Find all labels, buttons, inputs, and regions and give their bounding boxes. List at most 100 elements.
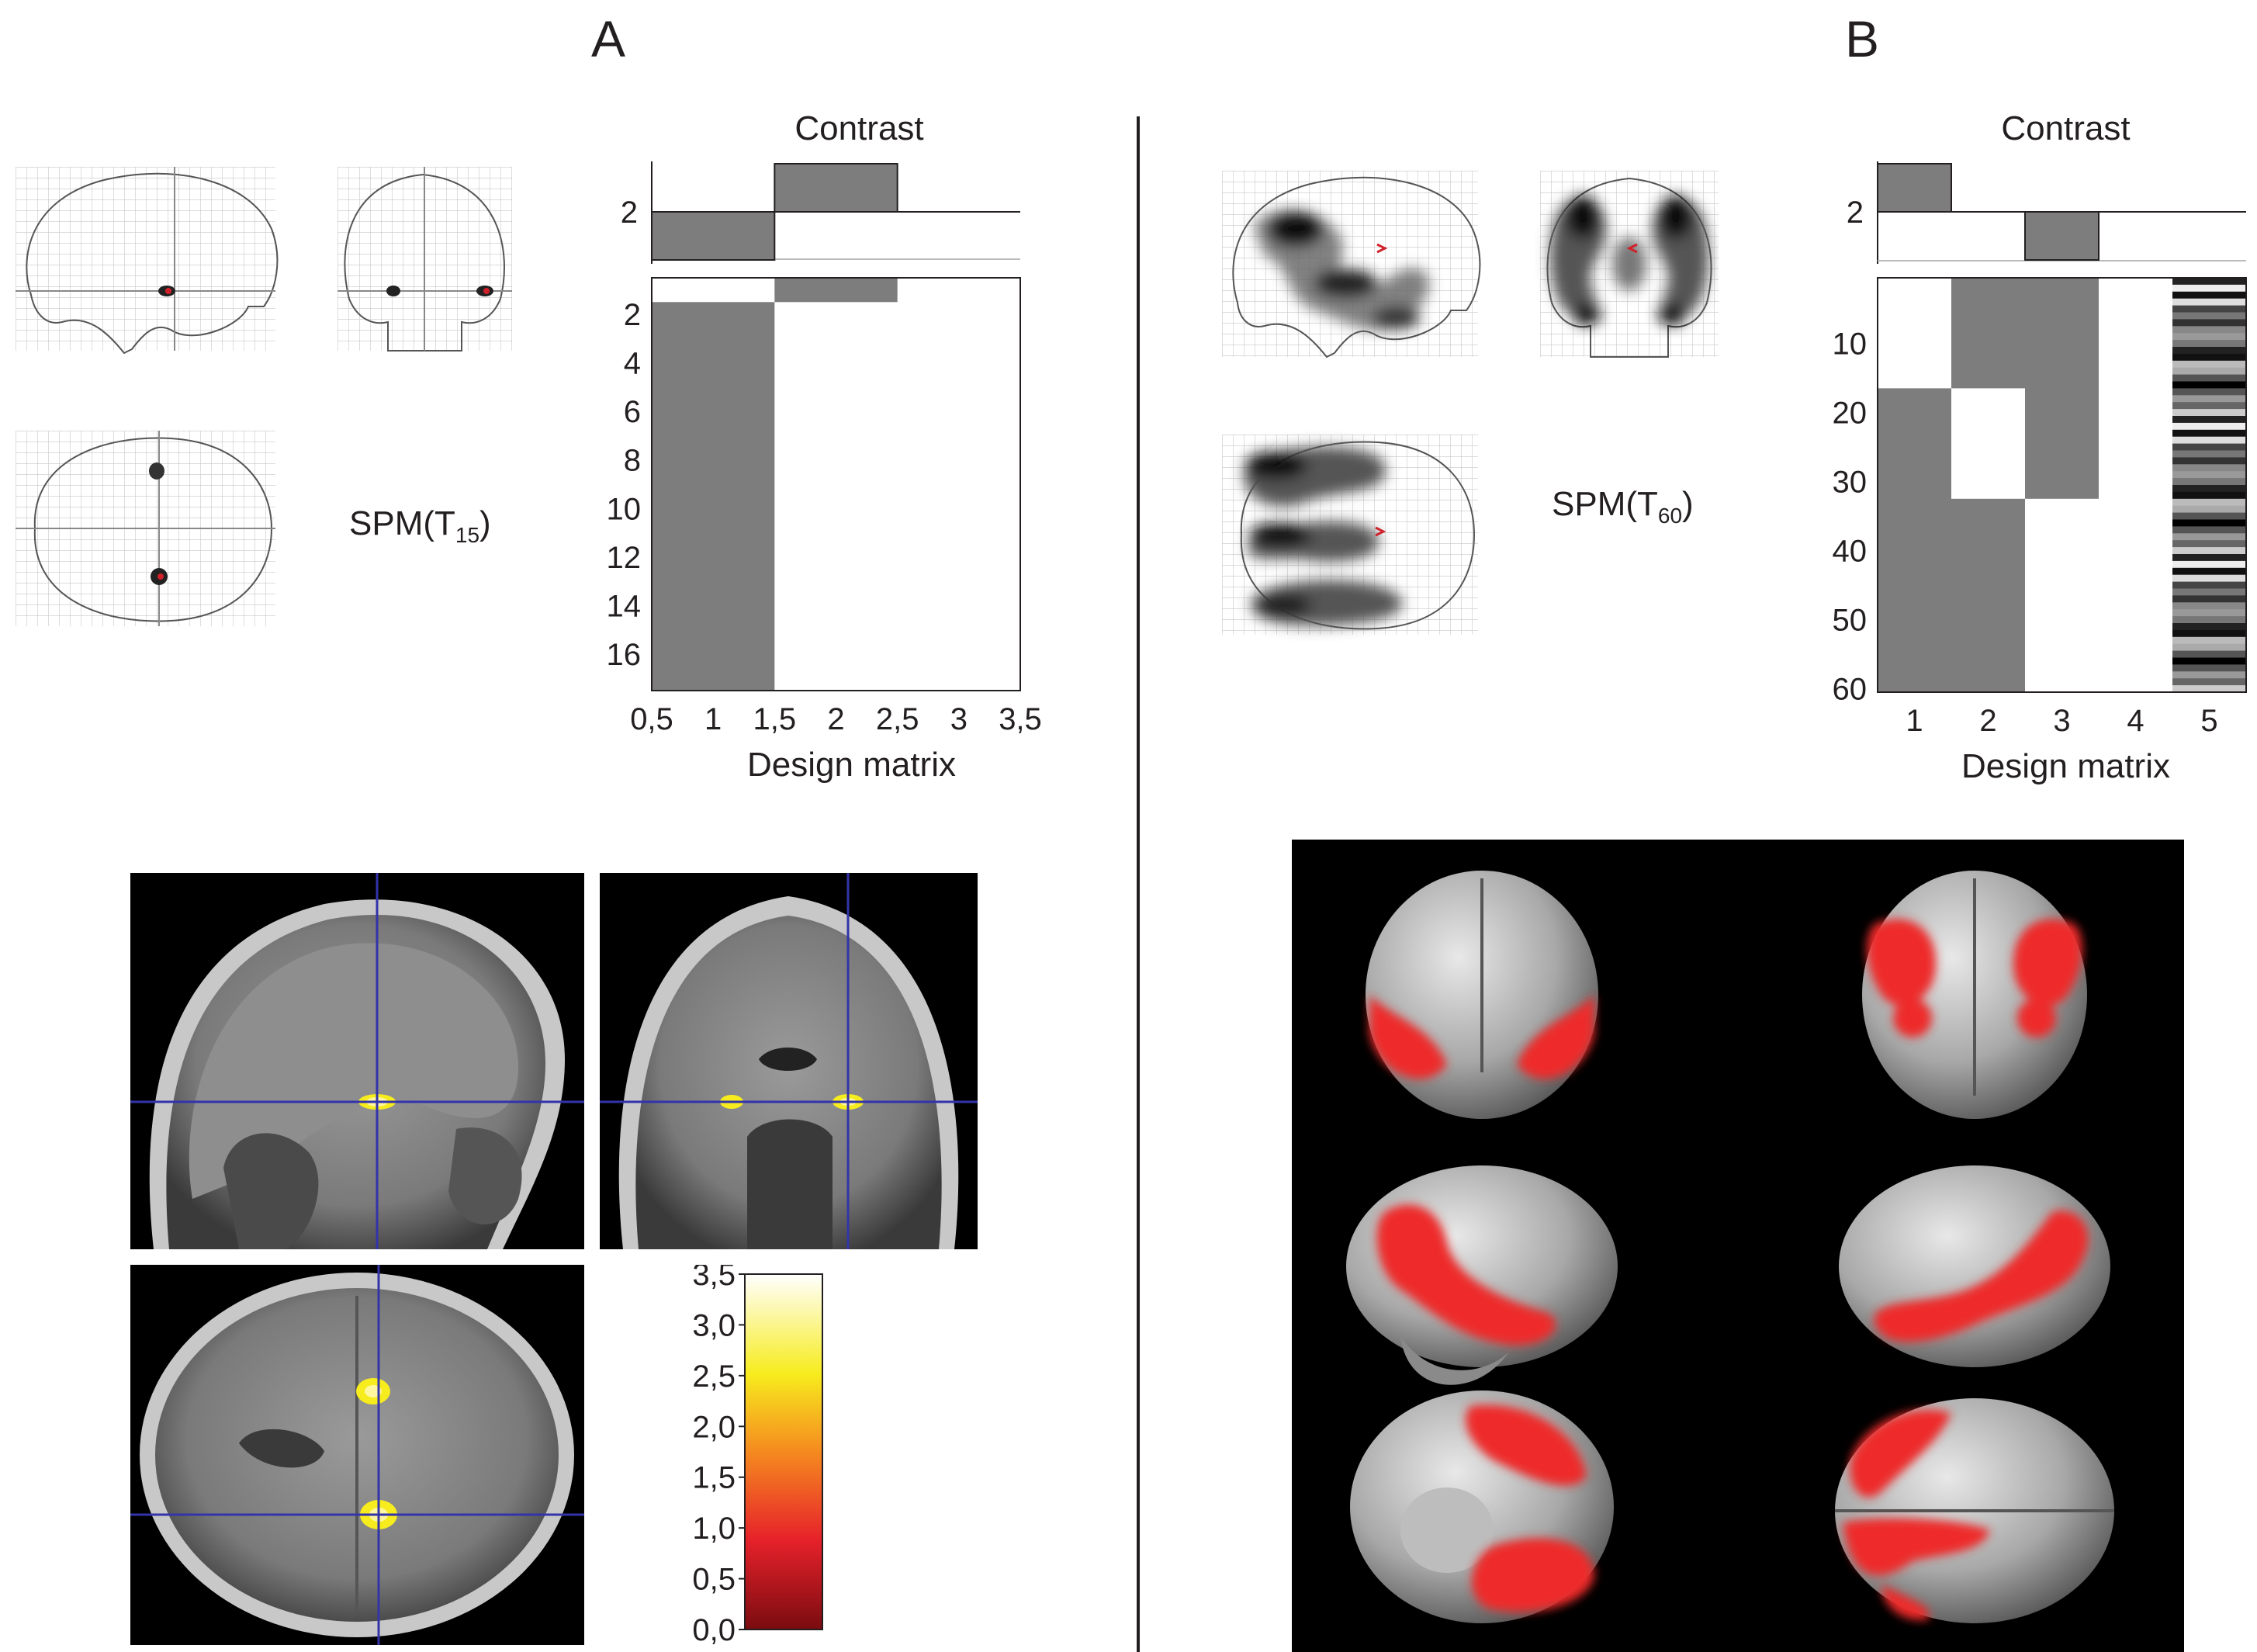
colorbar-tick: 1,5 — [692, 1461, 736, 1495]
design-matrix-covariate-stripe — [2172, 326, 2246, 334]
design-matrix-covariate-stripe — [2172, 685, 2246, 693]
glass-brain-sagittal-view — [16, 167, 279, 355]
design-matrix-covariate-stripe — [2172, 347, 2246, 355]
design-matrix-covariate-stripe — [2172, 443, 2246, 451]
glass-brain-sagittal-view — [1222, 171, 1481, 358]
colorbar-gradient — [744, 1273, 823, 1630]
design-matrix-covariate-stripe — [2172, 312, 2246, 320]
design-matrix-covariate-stripe — [2172, 671, 2246, 679]
design-matrix-block — [2025, 278, 2099, 499]
design-matrix-ytick: 10 — [607, 492, 642, 526]
design-matrix-covariate-stripe — [2172, 450, 2246, 458]
spm-label-a: SPM(T15) — [349, 504, 491, 547]
colorbar-tick: 0,0 — [692, 1613, 736, 1645]
contrast-ytick: 2 — [1847, 196, 1864, 230]
design-matrix-covariate-stripe — [2172, 395, 2246, 403]
design-matrix-xtick: 1 — [1906, 704, 1923, 738]
glass-brain-b — [1222, 171, 1719, 635]
design-matrix-covariate-stripe — [2172, 581, 2246, 589]
design-matrix-ytick: 4 — [624, 347, 641, 381]
design-matrix-xtick: 2 — [827, 702, 844, 736]
colorbar-tick: 3,5 — [692, 1265, 736, 1292]
design-matrix-covariate-stripe — [2172, 478, 2246, 486]
contrast-title: Contrast — [794, 109, 923, 147]
contrast-bar — [651, 211, 776, 261]
design-matrix-covariate-stripe — [2172, 595, 2246, 603]
design-matrix-covariate-stripe — [2172, 284, 2246, 293]
design-matrix-xtick: 3,5 — [999, 702, 1042, 736]
brain-view-right-lateral — [1839, 1165, 2110, 1367]
design-matrix-covariate-stripe — [2172, 471, 2246, 479]
contrast-bar — [774, 163, 898, 213]
design-matrix-xtick: 2,5 — [876, 702, 919, 736]
design-matrix-border — [651, 277, 1021, 691]
design-matrix-covariate-stripe — [2172, 319, 2246, 327]
design-matrix-ytick: 50 — [1833, 604, 1868, 638]
design-matrix-ytick: 14 — [607, 589, 642, 623]
design-matrix-covariate-stripe — [2172, 374, 2246, 382]
activation-blob — [149, 462, 164, 480]
design-matrix-covariate-stripe — [2172, 409, 2246, 417]
design-matrix-covariate-stripe — [2172, 512, 2246, 520]
design-matrix-covariate-stripe — [2172, 650, 2246, 658]
design-matrix-covariate-stripe — [2172, 388, 2246, 396]
design-matrix-xtick: 3 — [950, 702, 968, 736]
spm-label-b: SPM(T60) — [1552, 485, 1694, 528]
design-matrix-covariate-stripe — [2172, 381, 2246, 389]
design-matrix-block — [1951, 498, 2025, 692]
design-matrix-covariate-stripe — [2172, 664, 2246, 672]
design-matrix-chart-a: Contrast 2 2 4 6 8 10 12 14 16 0,5 1 1,5 2 2,5 3 3,5 Desi… — [607, 109, 1042, 784]
design-matrix-chart-b: Contrast 2 10 20 30 40 50 60 1 2 3 4 5 Design matrix — [1833, 109, 2247, 785]
brain-view-superior — [1835, 1398, 2114, 1623]
design-matrix-covariate-stripe — [2172, 491, 2246, 500]
design-matrix-covariate-stripe — [2172, 533, 2246, 541]
design-matrix-xlabel: Design matrix — [1961, 747, 2170, 785]
contrast-bar — [2024, 211, 2099, 261]
brain-view-posterior — [1862, 871, 2087, 1119]
design-matrix-ytick: 10 — [1833, 327, 1868, 362]
design-matrix-covariate-stripe — [2172, 519, 2246, 527]
design-matrix-covariate-stripe — [2172, 464, 2246, 472]
design-matrix-ytick: 8 — [624, 444, 641, 478]
glass-brain-coronal-view — [1540, 171, 1719, 358]
design-matrix-ytick: 40 — [1833, 535, 1868, 569]
design-matrix-xtick: 2 — [1979, 704, 1996, 738]
design-matrix-covariate-stripe — [2172, 616, 2246, 624]
design-matrix-covariate-stripe — [2172, 305, 2246, 313]
design-matrix-covariate-stripe — [2172, 526, 2246, 534]
design-matrix-block — [652, 302, 775, 691]
design-matrix-covariate-stripe — [2172, 547, 2246, 555]
brain-surface-render — [1292, 840, 2184, 1652]
design-matrix-covariate-stripe — [2172, 498, 2246, 507]
design-matrix-xtick: 5 — [2200, 704, 2217, 738]
contrast-title: Contrast — [2001, 109, 2130, 147]
design-matrix-covariate-stripe — [2172, 540, 2246, 548]
design-matrix-xtick: 3 — [2053, 704, 2070, 738]
design-matrix-covariate-stripe — [2172, 574, 2246, 583]
design-matrix-covariate-stripe — [2172, 291, 2246, 300]
mri-coronal-slice — [600, 873, 978, 1249]
design-matrix-covariate-stripe — [2172, 554, 2246, 562]
design-matrix-covariate-stripe — [2172, 340, 2246, 348]
design-matrix-covariate-stripe — [2172, 636, 2246, 645]
design-matrix-block — [1878, 388, 1951, 692]
design-matrix-covariate-stripe — [2172, 360, 2246, 369]
glass-brain-axial-view — [16, 431, 275, 626]
design-matrix-covariate-stripe — [2172, 367, 2246, 376]
design-matrix-covariate-stripe — [2172, 678, 2246, 686]
colorbar-tick: 0,5 — [692, 1563, 736, 1597]
design-matrix-ytick: 2 — [624, 298, 641, 332]
design-matrix-covariate-stripe — [2172, 505, 2246, 514]
mri-sagittal-slice — [130, 873, 584, 1249]
design-matrix-covariate-stripe — [2172, 560, 2246, 569]
design-matrix-covariate-stripe — [2172, 485, 2246, 493]
design-matrix-covariate-stripe — [2172, 298, 2246, 307]
design-matrix-covariate-stripe — [2172, 422, 2246, 431]
design-matrix-covariate-stripe — [2172, 609, 2246, 617]
design-matrix-xtick: 1 — [704, 702, 722, 736]
design-matrix-covariate-stripe — [2172, 333, 2246, 341]
glass-brain-a — [16, 167, 512, 626]
glass-brain-coronal-view — [338, 167, 512, 352]
glass-brain-axial-view — [1222, 435, 1478, 635]
design-matrix-covariate-stripe — [2172, 353, 2246, 362]
